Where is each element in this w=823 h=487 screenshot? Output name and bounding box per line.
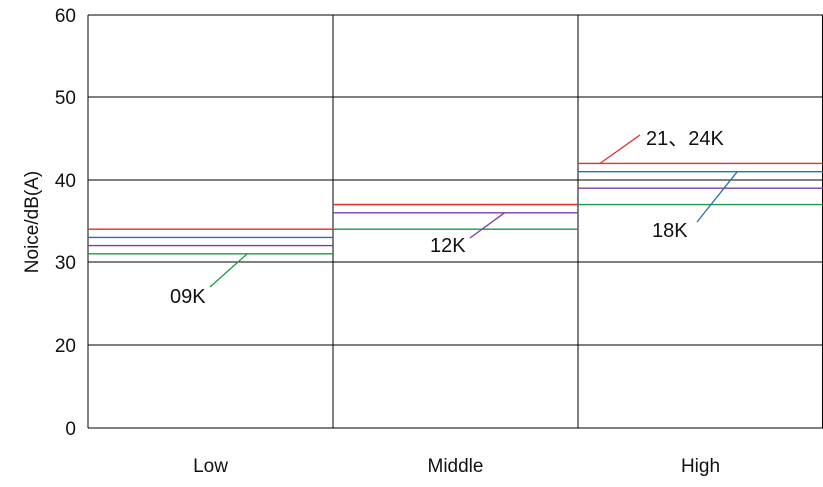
y-axis-label: Noice/dB(A) [22,171,43,273]
category-labels: Low Middle High [193,456,720,477]
series-lines [88,162,823,255]
category-label: Middle [428,456,484,477]
y-tick-label: 20 [55,336,76,357]
annotation-leader [209,253,248,288]
annotations: 09K 12K 21、24K 18K [170,128,738,308]
category-label: Low [193,456,228,477]
annotation-label: 18K [652,220,688,242]
y-tick-label: 30 [55,253,76,274]
y-tick-label: 40 [55,171,76,192]
annotation-leader [696,171,738,223]
grid [87,14,823,429]
annotation-leader [599,134,641,164]
y-tick-label: 60 [55,6,76,27]
annotation-leader [469,212,505,239]
category-label: High [681,456,720,477]
y-tick-labels: 0 20 30 40 50 60 [55,6,76,440]
y-tick-label: 0 [65,419,76,440]
annotation-label: 09K [170,286,206,308]
y-tick-label: 50 [55,88,76,109]
annotation-label: 12K [430,235,466,257]
annotation-label: 21、24K [646,128,724,150]
